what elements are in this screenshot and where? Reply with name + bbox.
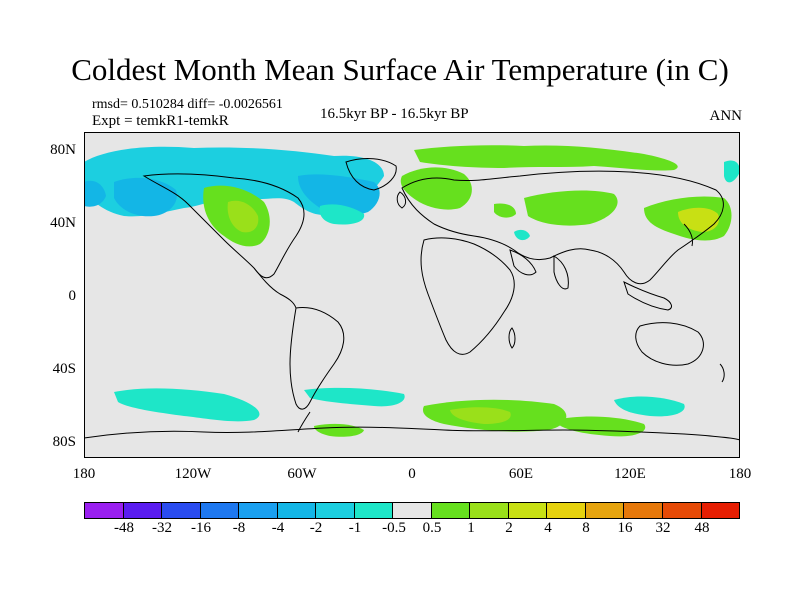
coast-africa	[420, 237, 515, 355]
lon-label-120e: 120E	[614, 466, 646, 482]
coast-japan	[683, 223, 693, 247]
colorbar-label: 4	[544, 520, 552, 536]
colorbar-cell	[85, 503, 124, 518]
lon-label-180e: 180	[728, 466, 752, 482]
season-label: ANN	[709, 108, 743, 124]
colorbar-cell	[470, 503, 509, 518]
experiment-label: Expt = temkR1-temkR	[92, 113, 229, 129]
anomaly-neg-atlantic	[319, 204, 365, 225]
colorbar-label: 2	[505, 520, 513, 536]
coast-uk	[396, 191, 407, 209]
colorbar-cell	[239, 503, 278, 518]
colorbar-cell	[701, 503, 740, 518]
colorbar-label: 32	[655, 520, 671, 536]
coast-central-america	[253, 267, 297, 309]
colorbar-cell	[354, 503, 394, 518]
colorbar-label: -8	[232, 520, 246, 536]
anomaly-pos-europe	[494, 203, 516, 218]
map-frame	[84, 132, 740, 458]
coast-madagascar	[508, 327, 516, 349]
colorbar-label: -2	[309, 520, 323, 536]
colorbar-cell	[624, 503, 663, 518]
anomaly-neg-southern-ocean-west	[114, 388, 260, 422]
colorbar-cell	[662, 503, 702, 518]
map-title: Coldest Month Mean Surface Air Temperatu…	[71, 52, 729, 87]
colorbar-label: 0.5	[422, 520, 442, 536]
colorbar-cell	[123, 503, 163, 518]
coast-europe-asia	[401, 170, 724, 285]
lon-label-0: 0	[408, 466, 416, 482]
colorbar-cell	[162, 503, 201, 518]
lat-label-80s: 80S	[52, 434, 76, 450]
anomaly-neg-southern-ocean-east	[614, 396, 685, 417]
anomaly-neg-east-pacific	[84, 180, 106, 207]
colorbar-cell	[277, 503, 317, 518]
colorbar-label: 16	[617, 520, 633, 536]
colorbar-cell	[200, 503, 240, 518]
colorbar-cell	[393, 503, 432, 518]
anomaly-neg-southern-ocean-mid	[304, 387, 405, 407]
colorbar-label: 8	[582, 520, 590, 536]
colorbar	[84, 502, 740, 519]
anomaly-layer	[84, 145, 740, 437]
coast-new-zealand	[719, 363, 725, 383]
coast-greenland	[345, 158, 397, 191]
colorbar-cell	[585, 503, 625, 518]
coast-southeast-asia	[623, 281, 672, 311]
lat-label-40s: 40S	[52, 361, 76, 377]
anomaly-neg-east-asia	[514, 229, 530, 241]
map-svg	[84, 132, 740, 458]
anomaly-pos-scandinavia	[400, 167, 472, 210]
coastlines	[84, 158, 740, 441]
anomaly-pos-siberia	[524, 190, 618, 226]
colorbar-label: -32	[152, 520, 172, 536]
lon-label-60e: 60E	[508, 466, 534, 482]
colorbar-label: -16	[191, 520, 211, 536]
coast-india	[553, 255, 569, 290]
colorbar-label: -48	[114, 520, 134, 536]
anomaly-neg-west-arctic	[114, 177, 177, 217]
coast-arabia	[509, 249, 537, 276]
lat-label-0: 0	[68, 288, 77, 304]
lat-label-80n: 80N	[50, 142, 76, 158]
coast-north-america	[142, 173, 305, 279]
coast-antarctica	[84, 426, 740, 441]
colorbar-label: -0.5	[382, 520, 406, 536]
coast-australia	[635, 322, 704, 366]
anomaly-pos-southern-ocean-africa-core	[450, 407, 511, 424]
colorbar-label: 48	[694, 520, 710, 536]
colorbar-label: 1	[467, 520, 475, 536]
colorbar-cell	[316, 503, 355, 518]
colorbar-label: -4	[271, 520, 285, 536]
colorbar-cell	[547, 503, 586, 518]
colorbar-cell	[431, 503, 471, 518]
coast-antarctic-peninsula	[297, 411, 311, 433]
lat-label-40n: 40N	[50, 215, 76, 231]
anomaly-neg-arctic-east	[724, 160, 740, 183]
colorbar-cell	[508, 503, 548, 518]
coast-south-america	[289, 307, 345, 410]
stats-line: rmsd= 0.510284 diff= -0.0026561	[92, 97, 283, 112]
lon-label-120w: 120W	[174, 466, 212, 482]
stats-block: rmsd= 0.510284 diff= -0.0026561 Expt = t…	[92, 96, 283, 130]
anomaly-pos-greenland-arctic	[414, 145, 678, 171]
lon-label-60w: 60W	[287, 466, 317, 482]
colorbar-label: -1	[348, 520, 362, 536]
period-label: 16.5kyr BP - 16.5kyr BP	[320, 106, 469, 122]
anomaly-pos-north-america-core	[227, 200, 259, 233]
lon-label-180w: 180	[72, 466, 96, 482]
map-panel	[84, 132, 740, 458]
anomaly-pos-east-asia-core	[678, 207, 720, 232]
